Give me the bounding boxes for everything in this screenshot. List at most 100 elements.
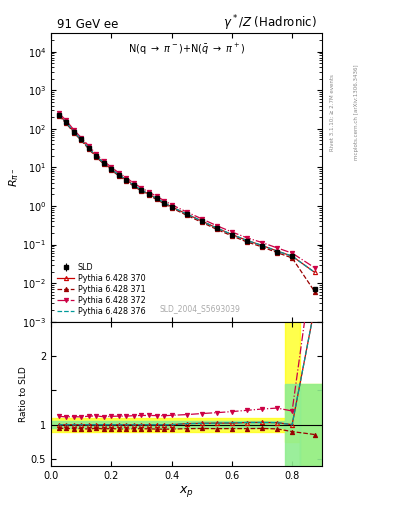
Pythia 6.428 370 — [260, 242, 264, 248]
Pythia 6.428 370 — [56, 112, 61, 118]
Pythia 6.428 371 — [79, 137, 84, 143]
Pythia 6.428 372 — [162, 198, 167, 204]
Y-axis label: $R_{\pi^-}$: $R_{\pi^-}$ — [7, 167, 21, 187]
Pythia 6.428 371 — [169, 205, 174, 211]
Pythia 6.428 372 — [64, 117, 68, 123]
Pythia 6.428 371 — [109, 167, 114, 173]
Pythia 6.428 372 — [109, 164, 114, 170]
Pythia 6.428 370 — [275, 248, 279, 254]
Pythia 6.428 372 — [312, 265, 317, 271]
Pythia 6.428 371 — [162, 201, 167, 207]
Pythia 6.428 371 — [86, 146, 91, 152]
Pythia 6.428 376 — [139, 187, 144, 193]
Pythia 6.428 370 — [154, 195, 159, 201]
Pythia 6.428 372 — [79, 135, 84, 141]
Pythia 6.428 372 — [139, 185, 144, 191]
Pythia 6.428 371 — [56, 113, 61, 119]
Pythia 6.428 371 — [244, 239, 249, 245]
Pythia 6.428 372 — [101, 158, 106, 164]
Pythia 6.428 370 — [94, 153, 99, 159]
Y-axis label: Ratio to SLD: Ratio to SLD — [19, 366, 28, 422]
Pythia 6.428 371 — [215, 226, 219, 232]
Pythia 6.428 376 — [290, 253, 294, 259]
Pythia 6.428 372 — [132, 180, 136, 186]
Pythia 6.428 370 — [230, 231, 234, 238]
Pythia 6.428 370 — [124, 177, 129, 183]
Pythia 6.428 371 — [64, 120, 68, 126]
Pythia 6.428 376 — [79, 136, 84, 142]
Pythia 6.428 370 — [312, 269, 317, 275]
Text: SLD_2004_S5693039: SLD_2004_S5693039 — [160, 304, 241, 313]
Pythia 6.428 372 — [169, 202, 174, 208]
Pythia 6.428 372 — [147, 189, 151, 195]
Pythia 6.428 372 — [56, 110, 61, 116]
Text: 91 GeV ee: 91 GeV ee — [57, 17, 118, 31]
Pythia 6.428 370 — [116, 172, 121, 178]
Pythia 6.428 370 — [199, 218, 204, 224]
Pythia 6.428 376 — [275, 248, 279, 254]
Pythia 6.428 371 — [154, 196, 159, 202]
Pythia 6.428 372 — [86, 143, 91, 149]
Pythia 6.428 376 — [124, 177, 129, 183]
Pythia 6.428 372 — [72, 126, 76, 133]
Pythia 6.428 376 — [260, 242, 264, 248]
Pythia 6.428 371 — [199, 219, 204, 225]
Pythia 6.428 376 — [215, 225, 219, 231]
Pythia 6.428 372 — [116, 170, 121, 176]
Bar — [51, 418, 285, 432]
Bar — [299, 383, 322, 466]
Pythia 6.428 376 — [147, 191, 151, 198]
Pythia 6.428 372 — [260, 240, 264, 246]
Pythia 6.428 376 — [184, 211, 189, 217]
Pythia 6.428 371 — [94, 154, 99, 160]
Pythia 6.428 371 — [312, 289, 317, 295]
Pythia 6.428 376 — [132, 182, 136, 188]
Pythia 6.428 372 — [215, 223, 219, 229]
Pythia 6.428 372 — [184, 209, 189, 215]
Text: N(q $\rightarrow$ $\pi^-$)+N($\bar{q}$ $\rightarrow$ $\pi^+$): N(q $\rightarrow$ $\pi^-$)+N($\bar{q}$ $… — [128, 42, 246, 57]
Pythia 6.428 370 — [132, 182, 136, 188]
Text: Rivet 3.1.10; ≥ 2.7M events: Rivet 3.1.10; ≥ 2.7M events — [330, 74, 335, 151]
Pythia 6.428 370 — [147, 191, 151, 198]
Pythia 6.428 376 — [72, 129, 76, 135]
Pythia 6.428 376 — [64, 119, 68, 125]
Bar — [51, 421, 285, 428]
Pythia 6.428 371 — [124, 178, 129, 184]
Pythia 6.428 371 — [230, 233, 234, 239]
Pythia 6.428 376 — [109, 166, 114, 172]
Pythia 6.428 372 — [94, 151, 99, 157]
Text: mcplots.cern.ch [arXiv:1306.3436]: mcplots.cern.ch [arXiv:1306.3436] — [354, 65, 359, 160]
Pythia 6.428 372 — [290, 250, 294, 256]
Pythia 6.428 370 — [290, 253, 294, 259]
Pythia 6.428 370 — [86, 145, 91, 151]
Bar — [285, 322, 299, 442]
Pythia 6.428 370 — [215, 225, 219, 231]
Pythia 6.428 371 — [139, 188, 144, 194]
Pythia 6.428 376 — [94, 153, 99, 159]
Pythia 6.428 372 — [124, 175, 129, 181]
Pythia 6.428 376 — [244, 238, 249, 244]
Line: Pythia 6.428 376: Pythia 6.428 376 — [59, 115, 315, 272]
Pythia 6.428 376 — [162, 200, 167, 206]
Pythia 6.428 371 — [116, 173, 121, 179]
Pythia 6.428 370 — [101, 160, 106, 166]
Pythia 6.428 376 — [116, 172, 121, 178]
Pythia 6.428 371 — [290, 255, 294, 261]
Legend: SLD, Pythia 6.428 370, Pythia 6.428 371, Pythia 6.428 372, Pythia 6.428 376: SLD, Pythia 6.428 370, Pythia 6.428 371,… — [55, 262, 147, 317]
Pythia 6.428 370 — [139, 187, 144, 193]
Pythia 6.428 370 — [64, 119, 68, 125]
Pythia 6.428 370 — [169, 204, 174, 210]
Bar — [299, 383, 322, 466]
Pythia 6.428 370 — [79, 136, 84, 142]
Pythia 6.428 376 — [169, 204, 174, 210]
Pythia 6.428 376 — [199, 218, 204, 224]
Line: Pythia 6.428 372: Pythia 6.428 372 — [57, 111, 317, 270]
Pythia 6.428 376 — [101, 160, 106, 166]
Pythia 6.428 371 — [147, 193, 151, 199]
Pythia 6.428 376 — [86, 145, 91, 151]
Line: Pythia 6.428 370: Pythia 6.428 370 — [57, 113, 317, 274]
Bar — [285, 383, 299, 466]
Pythia 6.428 371 — [72, 130, 76, 136]
Pythia 6.428 371 — [101, 161, 106, 167]
Pythia 6.428 371 — [260, 244, 264, 250]
